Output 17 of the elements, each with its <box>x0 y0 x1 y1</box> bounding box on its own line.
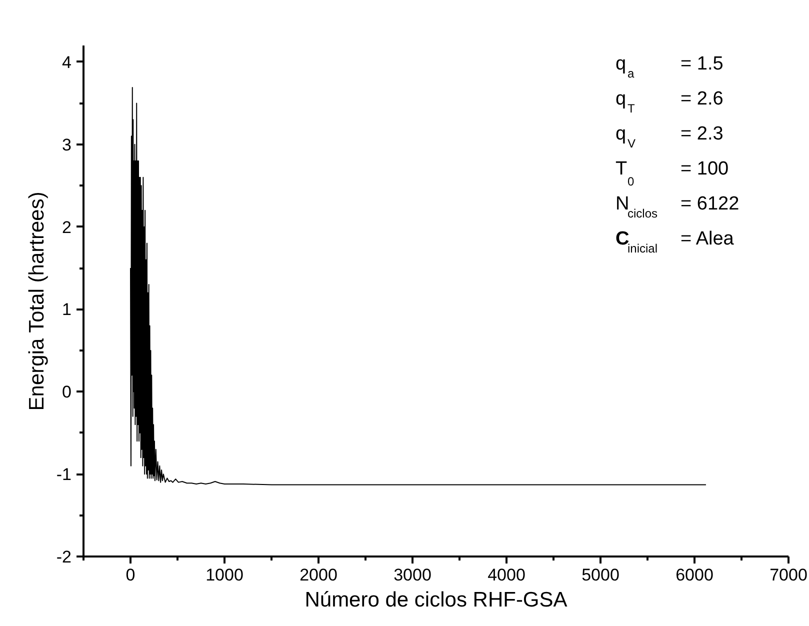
x-tick-label: 1000 <box>206 566 244 584</box>
y-tick-label: 0 <box>62 382 72 402</box>
y-tick-label: 3 <box>62 135 72 154</box>
y-axis-title: Energia Total (hartrees) <box>25 192 48 411</box>
y-tick-label: 4 <box>62 52 72 72</box>
x-tick-label: 7000 <box>770 566 808 584</box>
x-axis-title: Número de ciclos RHF-GSA <box>304 588 568 612</box>
x-tick-label: 5000 <box>582 566 620 584</box>
y-tick-label: 2 <box>62 218 72 237</box>
x-tick-label: 6000 <box>676 566 714 584</box>
x-tick-label: 4000 <box>488 566 526 584</box>
y-tick-label: -2 <box>56 548 72 566</box>
y-tick-label: 1 <box>62 300 72 320</box>
x-tick-label: 0 <box>126 566 136 584</box>
x-tick-label: 2000 <box>300 566 338 584</box>
x-tick-label: 3000 <box>394 566 432 584</box>
y-tick-label: -1 <box>56 465 72 484</box>
